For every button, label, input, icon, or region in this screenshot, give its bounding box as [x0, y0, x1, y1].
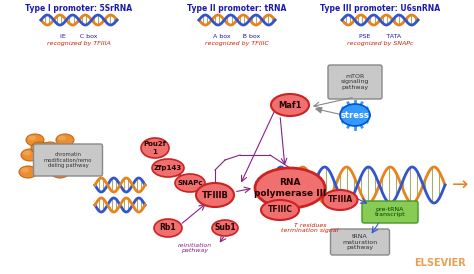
Ellipse shape: [56, 134, 74, 146]
FancyBboxPatch shape: [330, 229, 390, 255]
Ellipse shape: [196, 183, 234, 207]
Text: stress: stress: [341, 110, 369, 119]
Text: reinitiation
pathway: reinitiation pathway: [178, 242, 212, 253]
Text: recognized by SNAPc: recognized by SNAPc: [347, 41, 413, 46]
FancyBboxPatch shape: [328, 65, 382, 99]
Ellipse shape: [271, 94, 309, 116]
Ellipse shape: [33, 144, 41, 149]
Ellipse shape: [322, 190, 357, 210]
Ellipse shape: [48, 153, 56, 158]
Text: recognized by TFIIIA: recognized by TFIIIA: [47, 41, 111, 46]
Ellipse shape: [43, 144, 51, 149]
Ellipse shape: [154, 219, 182, 237]
Text: tRNA
maturation
pathway: tRNA maturation pathway: [342, 234, 378, 250]
Ellipse shape: [36, 159, 54, 171]
Ellipse shape: [23, 150, 31, 156]
Ellipse shape: [261, 200, 299, 220]
Ellipse shape: [141, 138, 169, 158]
FancyBboxPatch shape: [34, 144, 102, 176]
Text: Type I promoter: 5SrRNA: Type I promoter: 5SrRNA: [26, 4, 133, 13]
Ellipse shape: [21, 149, 39, 161]
Text: RNA
polymerase III: RNA polymerase III: [254, 178, 326, 198]
Text: Rb1: Rb1: [160, 224, 176, 233]
Text: →: →: [452, 176, 468, 195]
Text: mTOR
signaling
pathway: mTOR signaling pathway: [341, 74, 369, 90]
Text: chromatin
modification/remo
deling pathway: chromatin modification/remo deling pathw…: [44, 152, 92, 168]
Text: SNAPc: SNAPc: [177, 180, 203, 186]
Ellipse shape: [28, 136, 36, 141]
Ellipse shape: [175, 174, 205, 192]
Text: recognized by TFIIIC: recognized by TFIIIC: [205, 41, 269, 46]
Text: pre-tRNA
transcript: pre-tRNA transcript: [374, 207, 405, 217]
Text: Pou2f
1: Pou2f 1: [144, 141, 166, 155]
Ellipse shape: [41, 142, 59, 154]
Ellipse shape: [53, 167, 61, 173]
Ellipse shape: [21, 167, 29, 173]
Ellipse shape: [19, 166, 37, 178]
Ellipse shape: [212, 220, 238, 236]
Text: Sub1: Sub1: [214, 224, 236, 233]
Text: Maf1: Maf1: [278, 101, 302, 110]
Ellipse shape: [26, 134, 44, 146]
Text: T residues
termination signal: T residues termination signal: [281, 222, 339, 233]
Text: TFIIIA: TFIIIA: [328, 196, 353, 204]
Text: Zfp143: Zfp143: [154, 165, 182, 171]
Text: A box      B box: A box B box: [213, 34, 261, 39]
Text: TFIIIC: TFIIIC: [267, 206, 292, 215]
Text: Type III promoter: U6snRNA: Type III promoter: U6snRNA: [320, 4, 440, 13]
FancyBboxPatch shape: [362, 201, 418, 223]
Text: ELSEVIER: ELSEVIER: [414, 258, 466, 268]
Ellipse shape: [38, 161, 46, 165]
Text: Type II promoter: tRNA: Type II promoter: tRNA: [187, 4, 287, 13]
Ellipse shape: [340, 104, 370, 126]
Text: PSE        TATA: PSE TATA: [359, 34, 401, 39]
Ellipse shape: [255, 168, 325, 208]
Text: IE       C box: IE C box: [60, 34, 98, 39]
Ellipse shape: [58, 136, 66, 141]
Ellipse shape: [51, 166, 69, 178]
Ellipse shape: [46, 152, 64, 164]
Text: TFIIIB: TFIIIB: [201, 190, 228, 199]
Ellipse shape: [152, 159, 184, 177]
Ellipse shape: [31, 142, 49, 154]
